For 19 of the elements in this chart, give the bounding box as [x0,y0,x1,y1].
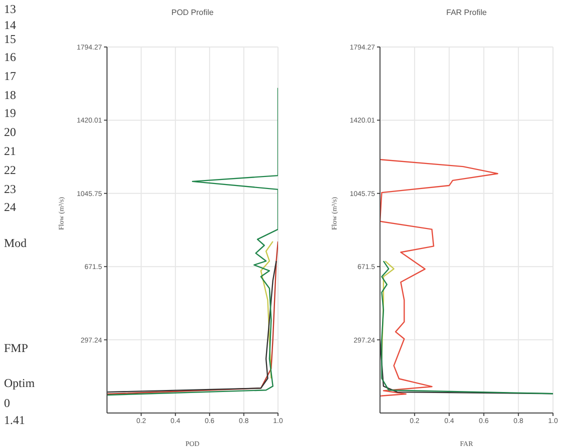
text: 15 [4,31,16,47]
text: FMP [4,340,28,356]
text: 21 [4,143,16,159]
text: 17 [4,68,16,84]
chart-title: POD Profile [170,8,215,17]
text: 13 [4,1,16,17]
text: 20 [4,124,16,140]
chart-title: FAR Profile [445,8,488,17]
text: 0 [4,395,10,411]
text: 22 [4,162,16,178]
text: 16 [4,49,16,65]
text: Mod [4,235,27,251]
text: 24 [4,199,16,215]
text: 18 [4,87,16,103]
text: 23 [4,181,16,197]
text: 1.41 [4,412,25,428]
text: Optim [4,375,35,391]
text: 14 [4,17,16,33]
text: 19 [4,105,16,121]
